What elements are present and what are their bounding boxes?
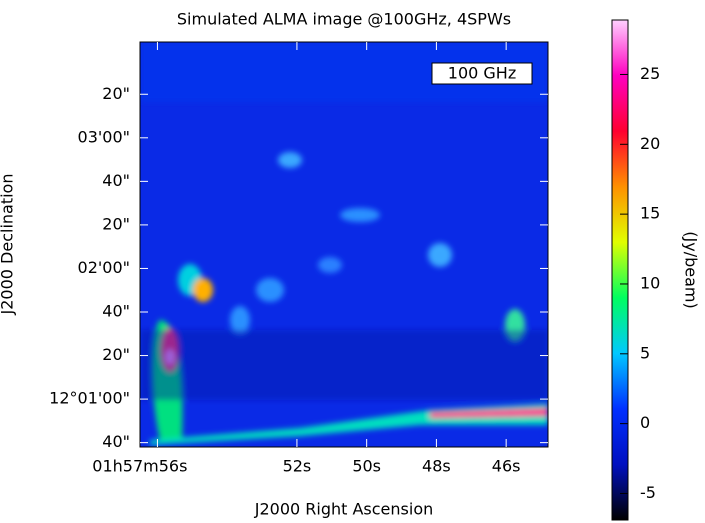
colorbar-tick-label: 15 [640,204,660,223]
y-axis-label: J2000 Declination [0,174,17,316]
image [140,42,548,447]
y-tick-label: 20" [102,84,130,103]
y-tick-label: 02'00" [78,258,130,277]
x-tick-label: 46s [492,457,521,476]
colorbar-tick-label: -5 [640,483,656,502]
x-axis-label: J2000 Right Ascension [254,500,434,519]
y-tick-label: 40" [102,302,130,321]
y-tick-label: 20" [102,345,130,364]
colorbar-tick-label: 10 [640,273,660,292]
annotation: 100 GHz [448,64,516,83]
y-tick-label: 03'00" [78,127,130,146]
y-tick-label: 20" [102,214,130,233]
x-tick-label: 52s [283,457,312,476]
colorbar-tick-label: 20 [640,134,660,153]
annotation-box [431,62,533,85]
colorbar-label: (Jy/beam) [682,231,701,308]
y-tick-label: 12°01'00" [49,389,130,408]
y-tick-label: 40" [102,171,130,190]
colorbar [611,19,629,521]
x-tick-label: 48s [422,457,451,476]
x-tick-label: 50s [352,457,381,476]
y-tick-label: 40" [102,432,130,451]
colorbar-tick-label: 25 [640,64,660,83]
colorbar-tick-label: 0 [640,413,650,432]
colorbar-tick-label: 5 [640,343,650,362]
chart-title: Simulated ALMA image @100GHz, 4SPWs [177,10,511,29]
plot-frame [139,41,549,448]
x-tick-label: 01h57m56s [92,457,187,476]
